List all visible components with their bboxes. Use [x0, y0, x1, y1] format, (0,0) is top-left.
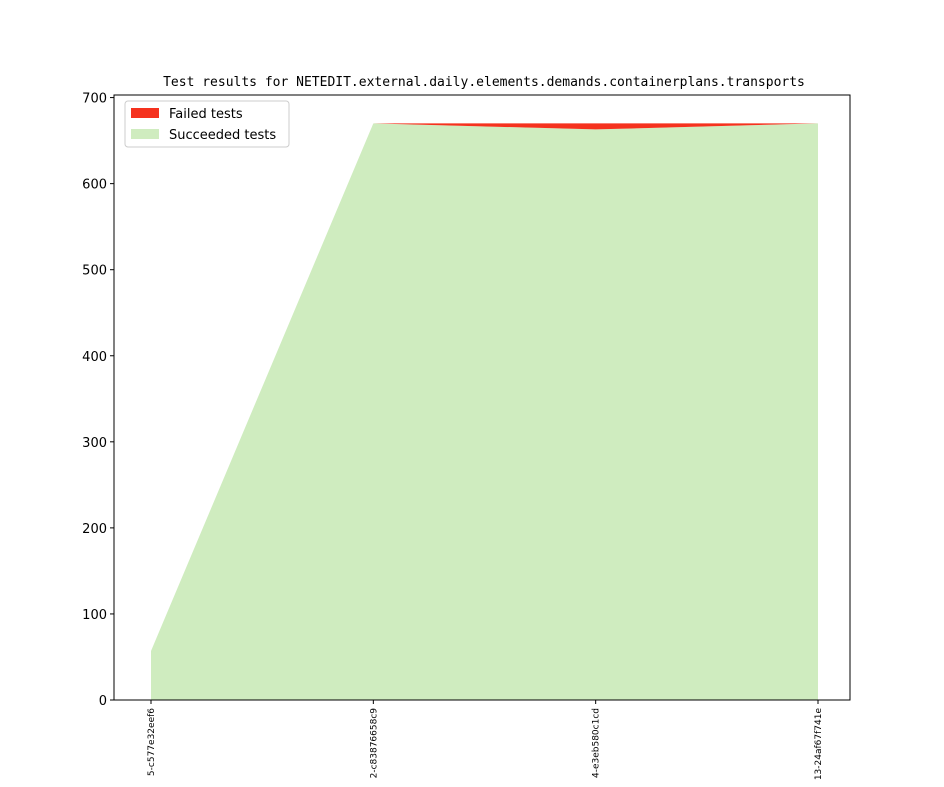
legend-frame: [124, 100, 290, 148]
y-tick-label: 200: [82, 522, 107, 537]
legend-swatch: [131, 129, 159, 139]
y-tick-label: 600: [82, 178, 107, 193]
plot-frame: [113, 94, 851, 701]
legend-swatch: [131, 108, 159, 118]
y-tick-label: 0: [99, 694, 107, 709]
x-tick-label: 13-24af67f741e: [814, 708, 824, 781]
y-tick-label: 400: [82, 350, 107, 365]
legend-label: Failed tests: [169, 107, 243, 122]
y-tick-label: 500: [82, 264, 107, 279]
x-tick-label: 4-e3eb580c1cd: [592, 708, 602, 778]
chart-title: Test results for NETEDIT.external.daily.…: [163, 75, 805, 90]
legend-label: Succeeded tests: [169, 128, 276, 143]
area: [151, 123, 818, 700]
y-tick-label: 100: [82, 608, 107, 623]
y-tick-label: 300: [82, 436, 107, 451]
legend: Failed tests Succeeded tests: [124, 100, 290, 148]
x-tick-label: 2-c83876658c9: [369, 708, 379, 779]
y-tick-label: 700: [82, 92, 107, 107]
x-tick-label: 5-c577e32eef6: [147, 708, 157, 776]
